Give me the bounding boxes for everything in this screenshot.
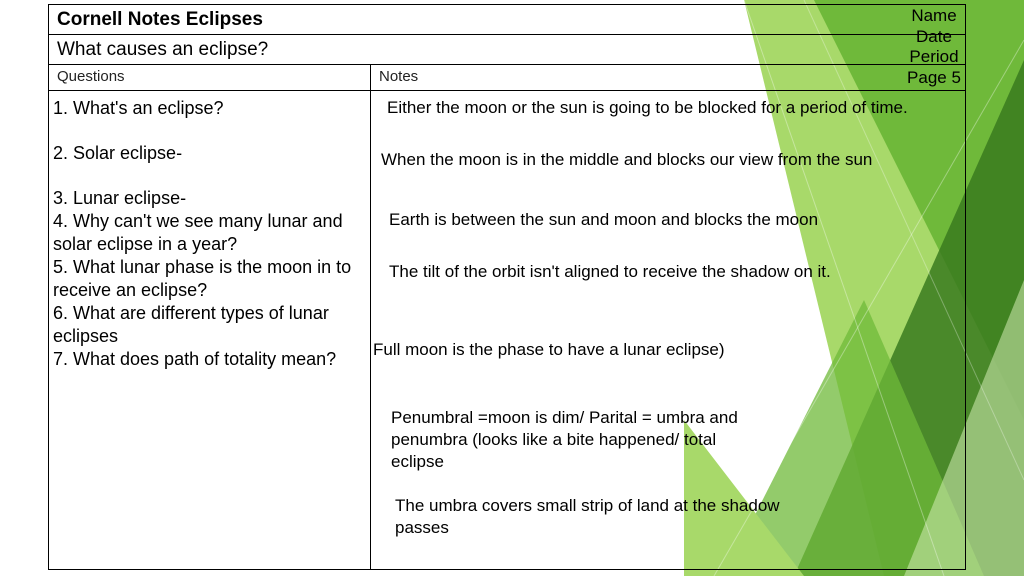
question-3: 3. Lunar eclipse- bbox=[53, 187, 364, 210]
table-header-row: Questions Notes bbox=[49, 65, 965, 91]
question-5: 5. What lunar phase is the moon in to re… bbox=[53, 256, 364, 302]
note-1: Either the moon or the sun is going to b… bbox=[381, 97, 951, 119]
question-2: 2. Solar eclipse- bbox=[53, 142, 364, 165]
question-4: 4. Why can't we see many lunar and solar… bbox=[53, 210, 364, 256]
question-7: 7. What does path of totality mean? bbox=[53, 348, 364, 371]
note-2: When the moon is in the middle and block… bbox=[381, 149, 951, 171]
note-7: The umbra covers small strip of land at … bbox=[381, 495, 785, 539]
slide-page: Name Date Period Page 5 Cornell Notes Ec… bbox=[0, 0, 1024, 576]
meta-name: Name bbox=[858, 6, 1010, 27]
note-5: Full moon is the phase to have a lunar e… bbox=[373, 339, 951, 361]
question-1: 1. What's an eclipse? bbox=[53, 97, 364, 120]
question-6: 6. What are different types of lunar ecl… bbox=[53, 302, 364, 348]
note-6: Penumbral =moon is dim/ Parital = umbra … bbox=[381, 407, 765, 472]
page-title: Cornell Notes Eclipses bbox=[57, 9, 263, 31]
meta-date: Date bbox=[858, 27, 1010, 48]
meta-page: Page 5 bbox=[858, 68, 1010, 89]
questions-column: 1. What's an eclipse? 2. Solar eclipse- … bbox=[49, 91, 371, 569]
notes-column: Either the moon or the sun is going to b… bbox=[371, 91, 965, 569]
page-subtitle: What causes an eclipse? bbox=[57, 39, 268, 61]
table-title-row: Cornell Notes Eclipses bbox=[49, 5, 965, 35]
note-4: The tilt of the orbit isn't aligned to r… bbox=[381, 261, 951, 283]
cornell-table: Cornell Notes Eclipses What causes an ec… bbox=[48, 4, 966, 570]
table-subtitle-row: What causes an eclipse? bbox=[49, 35, 965, 65]
meta-period: Period bbox=[858, 47, 1010, 68]
header-questions: Questions bbox=[49, 65, 371, 90]
table-body-row: 1. What's an eclipse? 2. Solar eclipse- … bbox=[49, 91, 965, 569]
note-3: Earth is between the sun and moon and bl… bbox=[381, 209, 951, 231]
meta-box: Name Date Period Page 5 bbox=[858, 6, 1010, 89]
